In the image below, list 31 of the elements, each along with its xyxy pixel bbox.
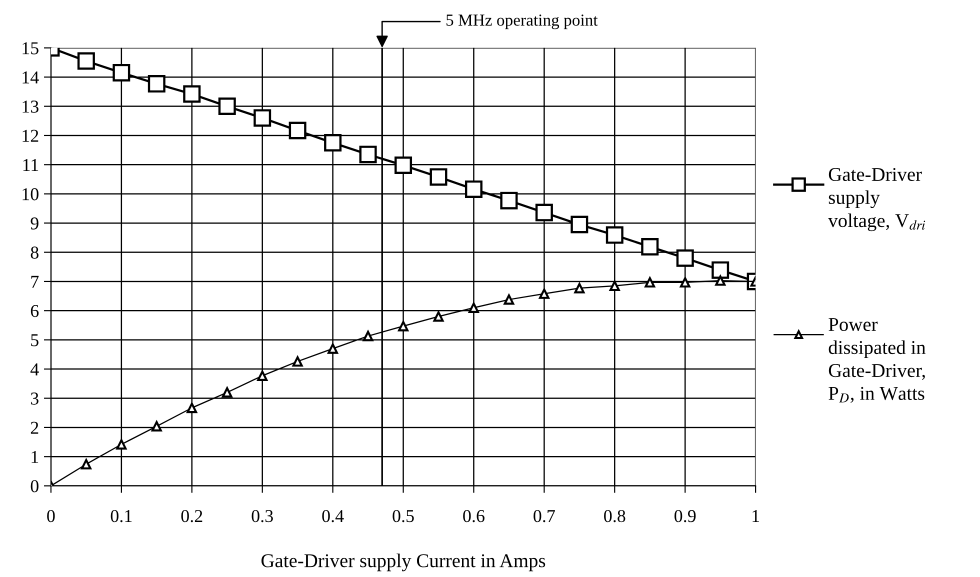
x-tick-label: 0: [47, 510, 55, 522]
x-tick-label: 0.2: [181, 510, 202, 522]
x-tick-label: 0.8: [604, 510, 626, 522]
y-tick-label: 4: [30, 363, 39, 376]
y-tick-label: 12: [22, 130, 38, 142]
y-tick-label: 9: [30, 217, 38, 230]
y-tick-label: 13: [22, 100, 38, 113]
x-tick-label: 0.4: [322, 510, 344, 522]
ref-line-label: 5 MHz operating point: [446, 14, 598, 30]
x-tick-label: 1: [752, 510, 760, 522]
x-tick-label: 0.1: [110, 510, 132, 522]
y-tick-label: 7: [31, 276, 39, 288]
x-tick-label: 0.9: [674, 510, 696, 522]
y-tick-label: 1: [32, 450, 38, 463]
y-tick-label: 15: [22, 42, 38, 54]
y-tick-label: 8: [30, 246, 38, 259]
y-tick-label: 10: [22, 188, 38, 200]
y-tick-label: 6: [30, 304, 39, 318]
x-tick-label: 0.3: [252, 510, 273, 522]
y-tick-label: 3: [30, 392, 38, 405]
y-tick-label: 5: [31, 334, 38, 346]
y-tick-label: 14: [22, 71, 39, 84]
legend-label: Power dissipated in Gate-Driver, P$_{D}$, in Watts: [828, 318, 926, 403]
legend-label: Gate-Driver supply voltage, V$_{dri}$: [828, 168, 926, 232]
x-axis-title: Gate-Driver supply Current in Amps: [262, 554, 546, 572]
x-tick-label: 0.7: [534, 510, 555, 522]
y-tick-label: 11: [23, 159, 38, 171]
y-tick-label: 0: [30, 480, 38, 492]
y-tick-label: 2: [30, 422, 38, 434]
x-tick-label: 0.6: [463, 510, 484, 522]
x-tick-label: 0.5: [392, 510, 414, 522]
